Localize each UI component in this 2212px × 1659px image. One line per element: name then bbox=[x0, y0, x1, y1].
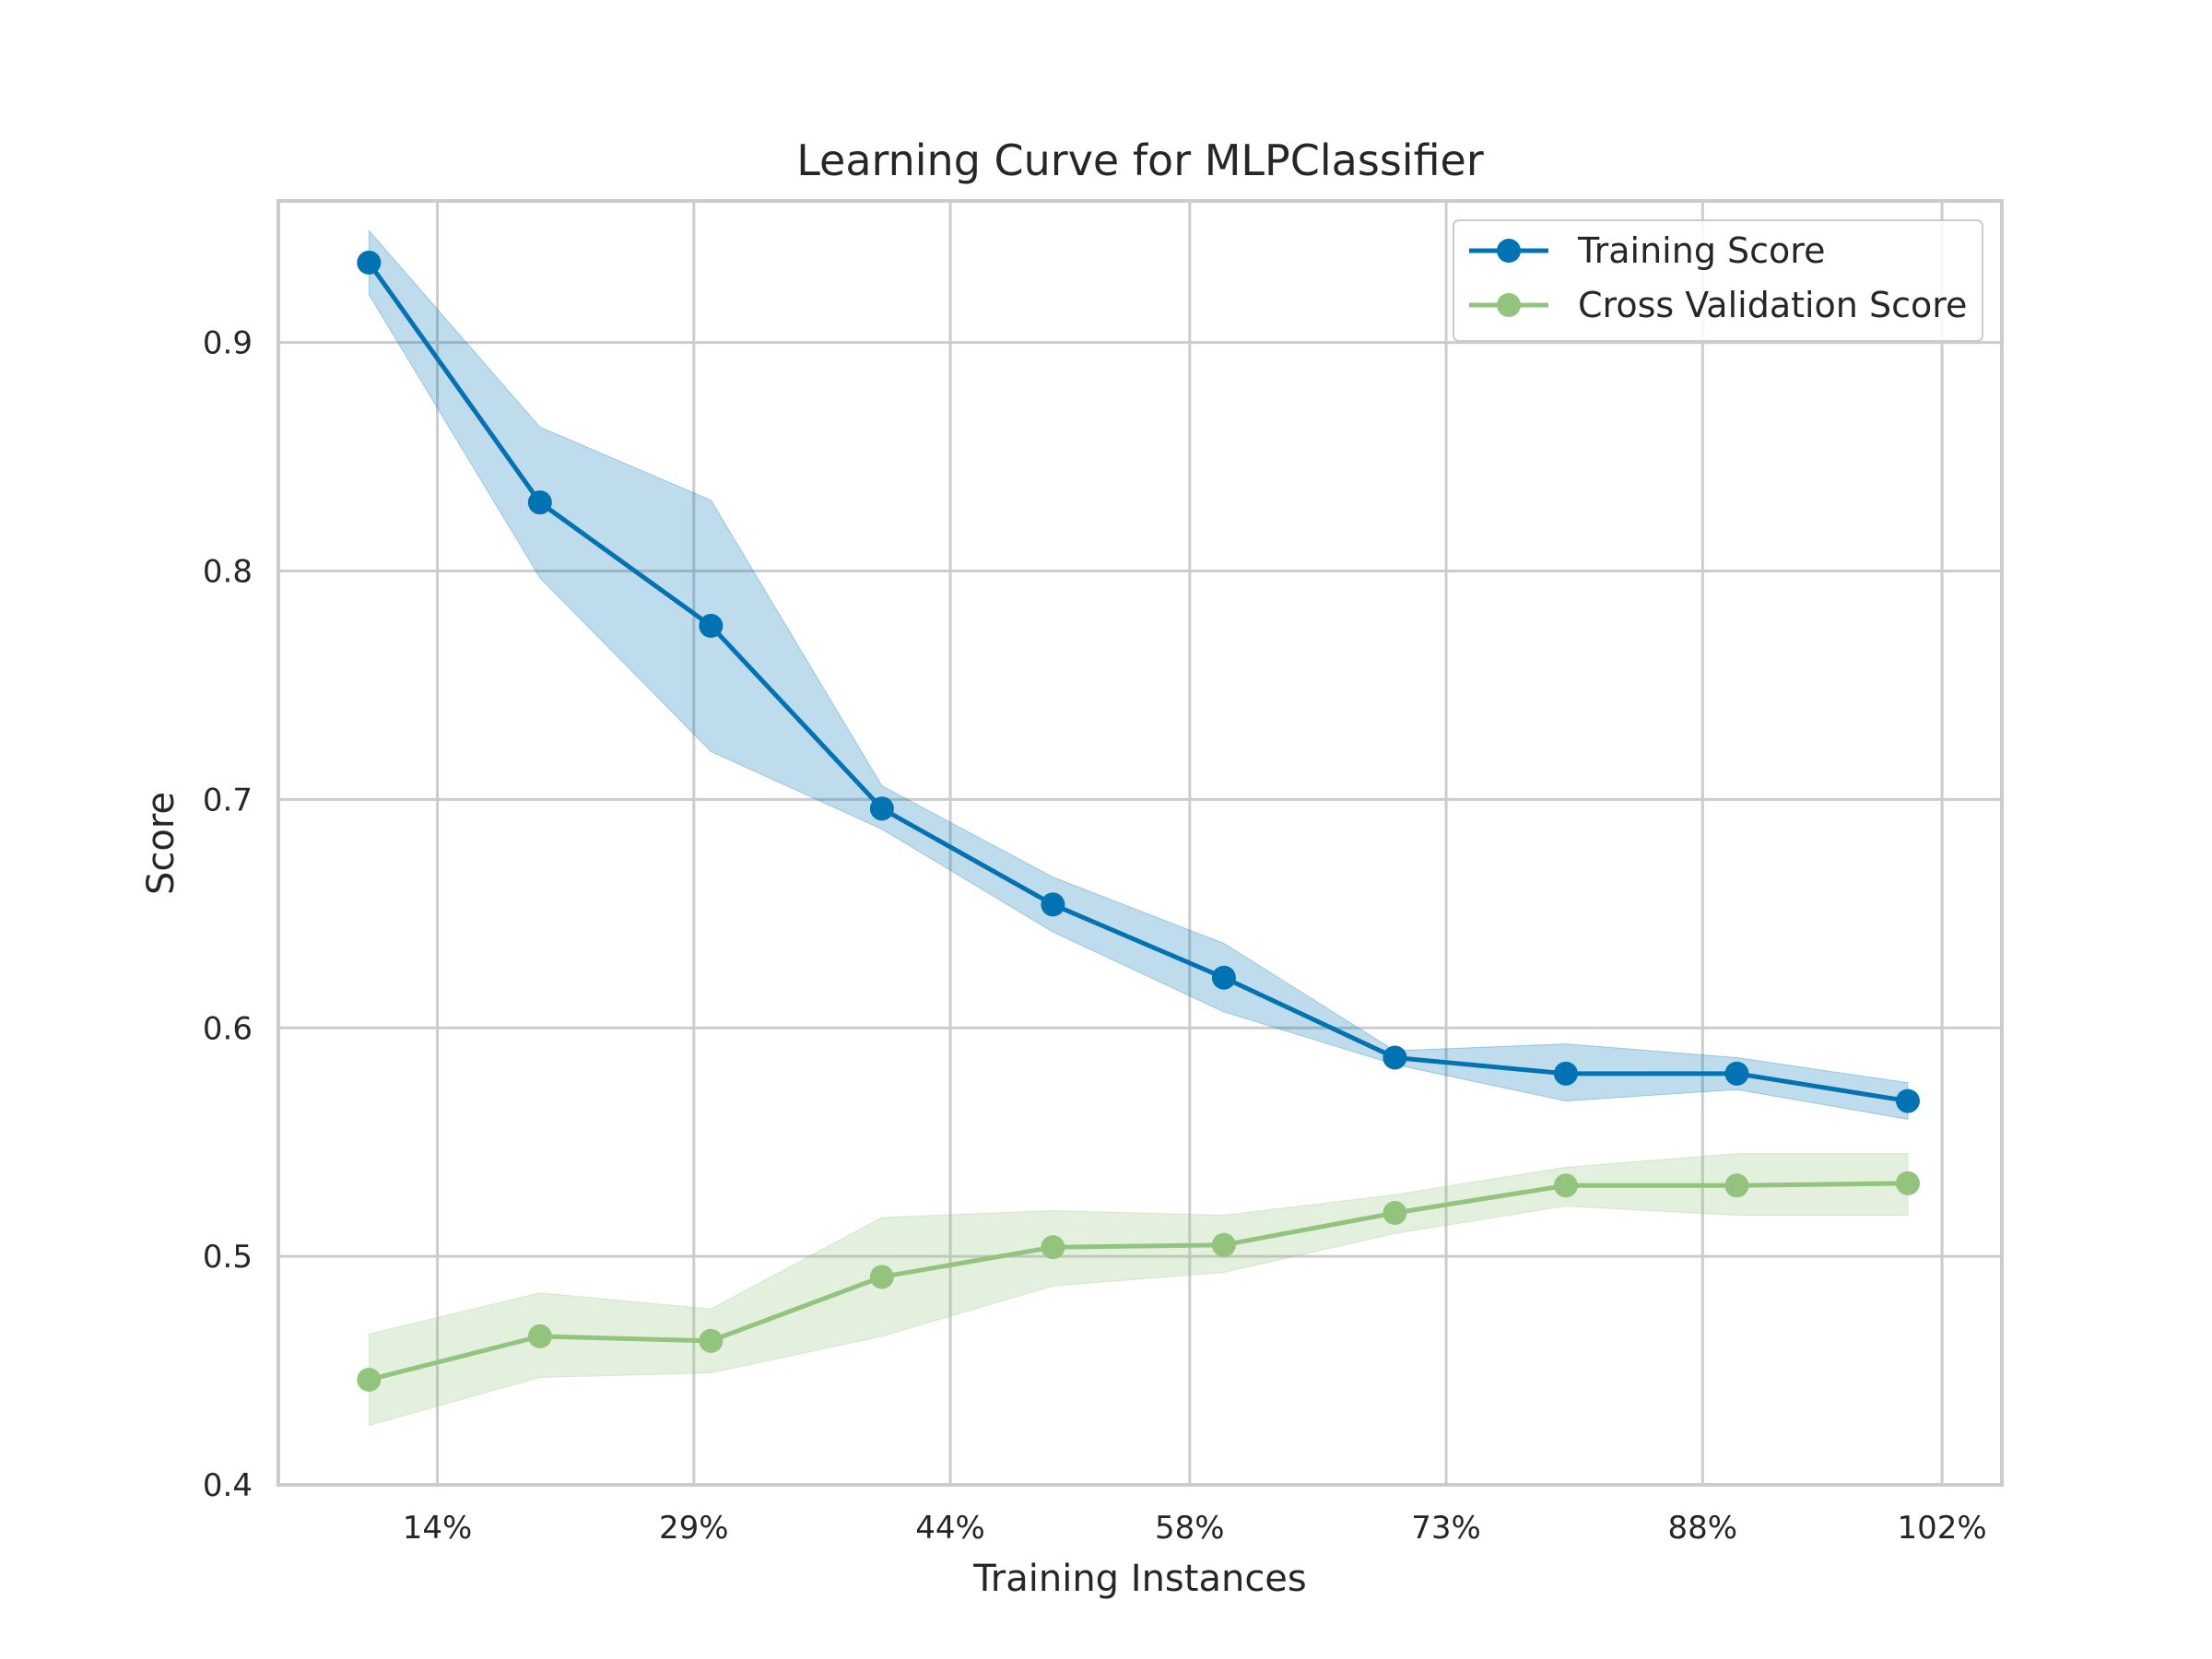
cv-score-point bbox=[1211, 1232, 1236, 1257]
training-score-point bbox=[1041, 892, 1065, 917]
training-score-point bbox=[699, 614, 724, 639]
x-tick-label: 102% bbox=[1897, 1510, 1986, 1547]
x-tick-label: 29% bbox=[659, 1510, 729, 1547]
cv-score-point bbox=[869, 1265, 894, 1289]
plot-frame bbox=[276, 199, 2004, 1487]
training-score-point bbox=[527, 490, 552, 515]
cv-score-point bbox=[1382, 1201, 1407, 1226]
x-tick-label: 44% bbox=[915, 1510, 985, 1547]
training-score-point bbox=[1382, 1045, 1407, 1070]
y-axis-label: Score bbox=[140, 792, 182, 895]
y-tick-label: 0.6 bbox=[203, 1010, 253, 1047]
cv-score-band bbox=[368, 1153, 1909, 1427]
training-score-point bbox=[1724, 1061, 1749, 1086]
training-score-point bbox=[1553, 1061, 1578, 1086]
grid-lines bbox=[278, 201, 2002, 1485]
training-score-point bbox=[357, 250, 382, 275]
cv-score-point bbox=[1553, 1173, 1578, 1198]
cv-score-point bbox=[699, 1328, 724, 1353]
y-tick-label: 0.8 bbox=[203, 554, 253, 591]
chart-title: Learning Curve for MLPClassifier bbox=[796, 135, 1484, 185]
x-tick-label: 58% bbox=[1155, 1510, 1225, 1547]
cv-score-line bbox=[366, 1181, 1911, 1382]
legend-cv-label: Cross Validation Score bbox=[1578, 285, 1967, 325]
cv-score-point bbox=[1895, 1171, 1920, 1195]
x-tick-label: 73% bbox=[1411, 1510, 1481, 1547]
series-lines bbox=[366, 260, 1911, 1382]
y-tick-label: 0.5 bbox=[203, 1239, 253, 1276]
cv-score-point bbox=[1041, 1235, 1065, 1260]
training-score-line bbox=[366, 260, 1911, 1104]
y-tick-label: 0.7 bbox=[203, 782, 253, 818]
training-score-point bbox=[869, 796, 894, 821]
legend-training-label: Training Score bbox=[1577, 230, 1825, 271]
training-score-point bbox=[1895, 1088, 1920, 1113]
legend-box bbox=[1453, 219, 1983, 342]
cv-score-point bbox=[527, 1324, 552, 1348]
x-tick-label: 14% bbox=[403, 1510, 473, 1547]
series-points bbox=[357, 250, 1920, 1392]
y-tick-label: 0.9 bbox=[203, 325, 253, 362]
tick-labels: 14% 29% 44% 58% 73% 88% 102% 0.4 0.5 0.6 0.7 0.8 0.9 bbox=[203, 325, 1987, 1547]
x-axis-label: Training Instances bbox=[972, 1558, 1307, 1600]
cv-score-point bbox=[357, 1367, 382, 1392]
training-score-point bbox=[1211, 965, 1236, 990]
x-tick-label: 88% bbox=[1668, 1510, 1738, 1547]
legend-cv-swatch-marker bbox=[1497, 293, 1521, 317]
y-tick-label: 0.4 bbox=[203, 1467, 253, 1504]
legend-training-swatch-marker bbox=[1497, 239, 1521, 263]
legend: Training Score Cross Validation Score bbox=[1453, 219, 1983, 342]
cv-score-point bbox=[1724, 1173, 1749, 1198]
